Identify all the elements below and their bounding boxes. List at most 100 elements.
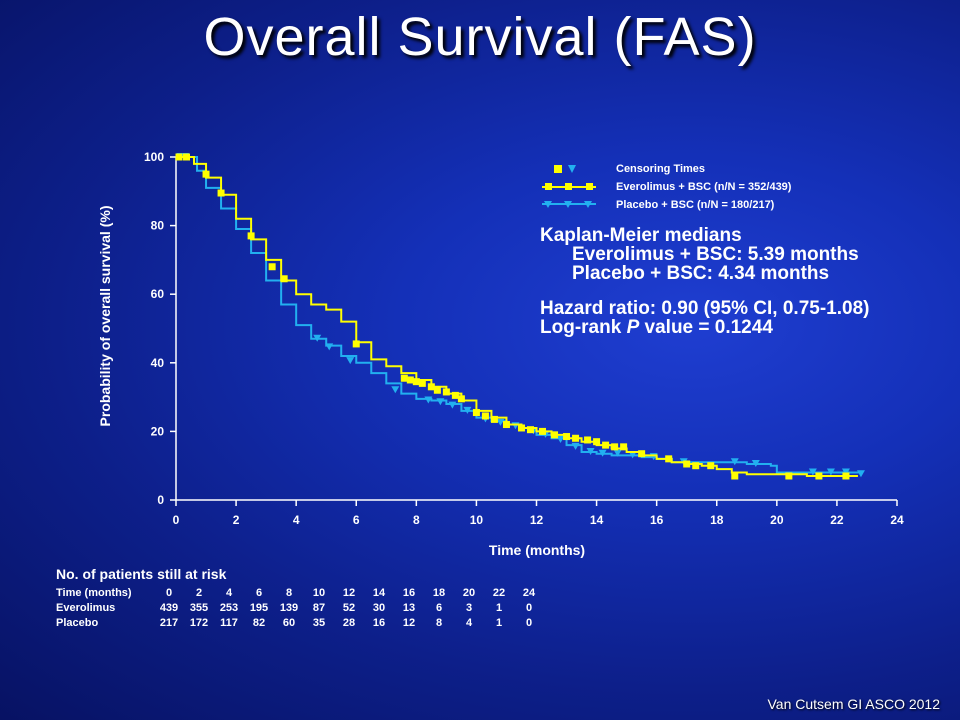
x-tick-label: 6 [353,513,360,527]
risk-cell: 0 [525,616,533,629]
risk-row-everolimus: Everolimus 439 355 253 195 139 87 52 30 13 6 3 1 0 [56,600,544,615]
km-placebo-median: Placebo + BSC: 4.34 months [572,263,830,284]
hazard-ratio: Hazard ratio: 0.90 (95% CI, 0.75-1.08) [540,298,870,319]
risk-cell: 10 [312,586,326,599]
risk-cell: 253 [219,601,239,614]
everolimus-censor-marker [539,427,547,435]
x-tick-label: 10 [470,513,484,527]
logrank-line: Log-rank P value = 0.1244 [540,318,869,337]
risk-cell: 14 [372,586,386,599]
everolimus-censor-marker [517,424,525,432]
everolimus-censor-marker [563,433,571,441]
everolimus-line-icon [542,183,596,190]
logrank-p: P [626,317,640,338]
x-tick-label: 14 [590,513,604,527]
risk-cell: 4 [225,586,233,599]
legend-everolimus: Everolimus + BSC (n/N = 352/439) [540,178,791,196]
km-summary: Kaplan-Meier medians Everolimus + BSC: 5… [540,226,869,337]
everolimus-censor-marker [433,386,441,394]
everolimus-censor-marker [451,391,459,399]
everolimus-censor-marker [611,443,619,451]
risk-row-label: Time (months) [56,586,132,599]
everolimus-censor-marker [620,443,628,451]
x-tick-label: 8 [413,513,420,527]
risk-cell: 4 [465,616,473,629]
risk-cell: 35 [312,616,326,629]
x-tick-label: 18 [710,513,724,527]
placebo-censor-marker [586,447,595,455]
risk-cell: 6 [255,586,263,599]
risk-cell: 195 [249,601,269,614]
y-tick-label: 0 [157,493,164,507]
y-tick-label: 40 [151,356,165,370]
everolimus-censor-marker [572,434,580,442]
risk-cell: 20 [462,586,476,599]
everolimus-censor-marker [418,379,426,387]
legend-placebo-label: Placebo + BSC (n/N = 180/217) [616,199,775,211]
risk-cell: 8 [285,586,293,599]
placebo-censor-marker [325,343,334,351]
everolimus-censor-marker [490,415,498,423]
everolimus-censor-marker [175,153,183,161]
risk-cell: 18 [432,586,446,599]
risk-row-time: Time (months) 0 2 4 6 8 10 12 14 16 18 20 22 24 [56,585,544,600]
everolimus-censor-marker [707,462,715,470]
censor-markers-icon [554,165,576,173]
risk-cell: 22 [492,586,506,599]
placebo-censor-marker [856,470,865,478]
risk-table-heading: No. of patients still at risk [56,566,227,582]
x-tick-label: 16 [650,513,664,527]
everolimus-censor-marker [785,472,793,480]
x-tick-label: 20 [770,513,784,527]
risk-cell: 24 [522,586,536,599]
everolimus-censor-marker [551,431,559,439]
x-tick-label: 24 [890,513,904,527]
everolimus-censor-marker [427,383,435,391]
risk-cell: 16 [402,586,416,599]
risk-cell: 355 [189,601,209,614]
y-tick-label: 80 [151,219,165,233]
legend: Censoring Times Everolimus + BSC (n/N = … [540,160,791,214]
risk-cell: 82 [252,616,266,629]
source-citation: Van Cutsem GI ASCO 2012 [767,696,941,712]
risk-cell: 439 [159,601,179,614]
everolimus-censor-marker [481,412,489,420]
placebo-censor-marker [598,449,607,457]
logrank-prefix: Log-rank [540,317,627,338]
risk-cell: 30 [372,601,386,614]
placebo-censor-marker [751,459,760,467]
risk-cell: 172 [189,616,209,629]
risk-cell: 117 [220,616,238,629]
placebo-censor-marker [730,458,739,466]
everolimus-censor-marker [183,153,191,161]
x-tick-label: 0 [173,513,180,527]
everolimus-censor-marker [352,340,360,348]
x-tick-label: 12 [530,513,544,527]
everolimus-censor-marker [638,450,646,458]
risk-cell: 13 [402,601,416,614]
risk-cell: 87 [312,601,326,614]
slide-title: Overall Survival (FAS) [203,7,757,67]
x-tick-label: 4 [293,513,300,527]
risk-cell: 2 [195,586,203,599]
placebo-line-icon [542,201,596,208]
y-axis-label: Probability of overall survival (%) [97,206,113,427]
risk-cell: 0 [165,586,173,599]
placebo-censor-marker [463,406,472,414]
everolimus-censor-marker [406,376,414,384]
placebo-censor-marker [571,442,580,450]
placebo-censor-marker [313,334,322,342]
risk-row-label: Placebo [56,616,99,629]
x-axis-label: Time (months) [489,542,585,558]
placebo-censor-marker [826,468,835,476]
risk-cell: 1 [495,601,503,614]
everolimus-censor-marker [472,409,480,417]
everolimus-censor-marker [400,374,408,382]
km-heading: Kaplan-Meier medians [540,225,742,246]
everolimus-censor-marker [247,232,255,240]
risk-cell: 28 [342,616,356,629]
placebo-censor-marker [628,451,637,459]
everolimus-censor-marker [584,436,592,444]
